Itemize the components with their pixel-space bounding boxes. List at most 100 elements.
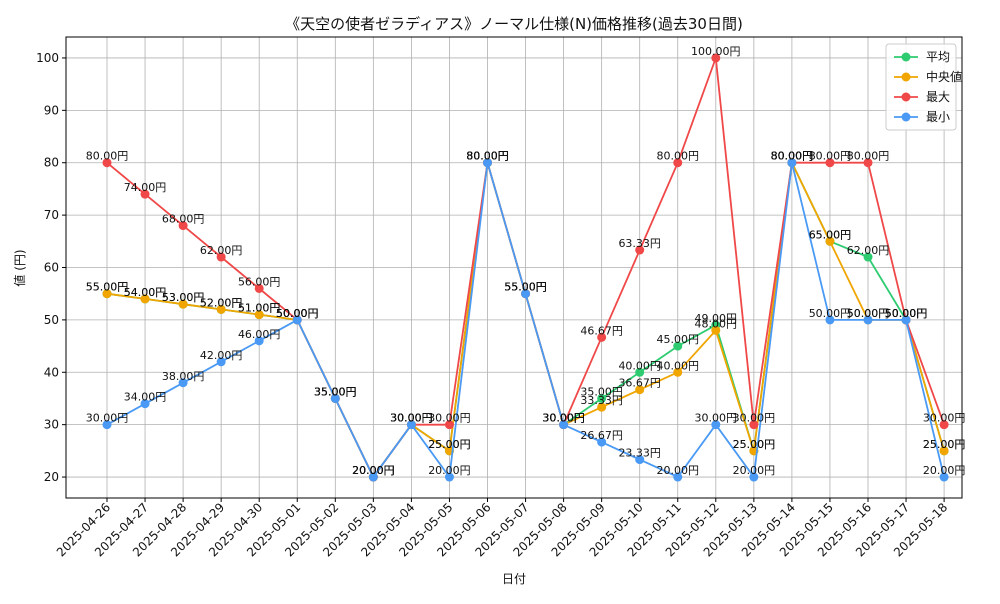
- data-point: [635, 245, 645, 255]
- data-label: 30.00円: [542, 412, 585, 425]
- y-tick-label: 70: [44, 208, 59, 222]
- y-tick-label: 20: [44, 470, 59, 484]
- data-point: [825, 315, 835, 325]
- data-label: 80.00円: [847, 150, 890, 163]
- data-point: [939, 420, 949, 430]
- data-point: [597, 437, 607, 447]
- data-point: [673, 472, 683, 482]
- data-label: 30.00円: [428, 412, 471, 425]
- data-label: 50.00円: [885, 307, 928, 320]
- data-label: 30.00円: [542, 412, 585, 425]
- y-tick-label: 80: [44, 156, 59, 170]
- data-label: 80.00円: [86, 150, 129, 163]
- data-label: 50.00円: [847, 307, 890, 320]
- legend-label: 最小: [926, 110, 950, 124]
- data-label: 20.00円: [352, 464, 395, 477]
- data-label: 74.00円: [124, 181, 167, 194]
- data-label: 53.00円: [162, 291, 205, 304]
- data-label: 50.00円: [885, 307, 928, 320]
- legend-label: 中央値: [926, 69, 962, 84]
- data-point: [178, 378, 188, 388]
- data-label: 80.00円: [466, 150, 509, 163]
- data-point: [711, 53, 721, 63]
- data-label: 35.00円: [314, 385, 357, 398]
- legend-marker: [901, 112, 911, 122]
- data-point: [254, 336, 264, 346]
- data-label: 30.00円: [923, 412, 966, 425]
- data-point: [140, 294, 150, 304]
- data-label: 80.00円: [466, 150, 509, 163]
- data-label: 50.00円: [809, 307, 852, 320]
- data-label: 20.00円: [352, 464, 395, 477]
- data-label: 30.00円: [86, 412, 129, 425]
- data-label: 30.00円: [390, 412, 433, 425]
- data-point: [825, 236, 835, 246]
- data-label: 25.00円: [733, 438, 776, 451]
- data-label: 51.00円: [238, 302, 281, 315]
- data-label: 63.33円: [618, 237, 661, 250]
- data-label: 55.00円: [504, 281, 547, 294]
- data-label: 30.00円: [542, 412, 585, 425]
- data-label: 55.00円: [504, 281, 547, 294]
- data-label: 30.00円: [733, 412, 776, 425]
- data-point: [863, 158, 873, 168]
- data-label: 20.00円: [352, 464, 395, 477]
- data-label: 20.00円: [923, 464, 966, 477]
- data-point: [483, 158, 492, 168]
- data-label: 25.00円: [923, 438, 966, 451]
- legend-marker: [901, 92, 911, 102]
- data-label: 20.00円: [657, 464, 700, 477]
- data-label: 30.00円: [542, 412, 585, 425]
- data-point: [444, 420, 454, 430]
- data-point: [178, 299, 188, 309]
- data-label: 80.00円: [771, 150, 814, 163]
- data-point: [254, 283, 264, 293]
- data-point: [635, 367, 645, 377]
- data-label: 20.00円: [733, 464, 776, 477]
- data-label: 100.00円: [691, 45, 741, 58]
- x-axis-label: 日付: [502, 572, 526, 586]
- data-label: 50.00円: [885, 307, 928, 320]
- data-point: [216, 304, 226, 314]
- data-point: [787, 158, 797, 168]
- legend-marker: [901, 72, 911, 82]
- data-point: [635, 385, 645, 395]
- data-label: 33.33円: [580, 394, 623, 407]
- data-label: 80.00円: [771, 150, 814, 163]
- data-label: 50.00円: [847, 307, 890, 320]
- data-point: [330, 393, 340, 403]
- data-label: 35.00円: [580, 385, 623, 398]
- data-label: 50.00円: [276, 307, 319, 320]
- data-point: [711, 325, 721, 335]
- data-point: [673, 367, 683, 377]
- data-point: [559, 420, 569, 430]
- data-label: 50.00円: [276, 307, 319, 320]
- data-label: 62.00円: [847, 244, 890, 257]
- data-label: 52.00円: [200, 296, 243, 309]
- data-point: [673, 158, 683, 168]
- data-point: [597, 393, 607, 403]
- data-point: [749, 472, 759, 482]
- data-label: 54.00円: [124, 286, 167, 299]
- data-label: 45.00円: [657, 333, 700, 346]
- data-label: 30.00円: [695, 412, 738, 425]
- data-point: [140, 189, 150, 199]
- data-point: [140, 399, 150, 409]
- data-label: 50.00円: [276, 307, 319, 320]
- data-label: 46.67円: [580, 324, 623, 337]
- data-point: [711, 420, 721, 430]
- data-point: [406, 420, 416, 430]
- data-label: 55.00円: [86, 281, 129, 294]
- legend-box: [885, 43, 957, 131]
- data-label: 35.00円: [314, 385, 357, 398]
- data-label: 40.00円: [657, 359, 700, 372]
- data-label: 48.00円: [695, 317, 738, 330]
- data-point: [863, 315, 873, 325]
- data-point: [102, 158, 112, 168]
- data-point: [254, 310, 264, 320]
- data-label: 36.67円: [618, 377, 661, 390]
- data-label: 55.00円: [504, 281, 547, 294]
- data-label: 80.00円: [466, 150, 509, 163]
- data-label: 26.67円: [580, 429, 623, 442]
- chart-title: 《天空の使者ゼラディアス》ノーマル仕様(N)価格推移(過去30日間): [285, 15, 743, 33]
